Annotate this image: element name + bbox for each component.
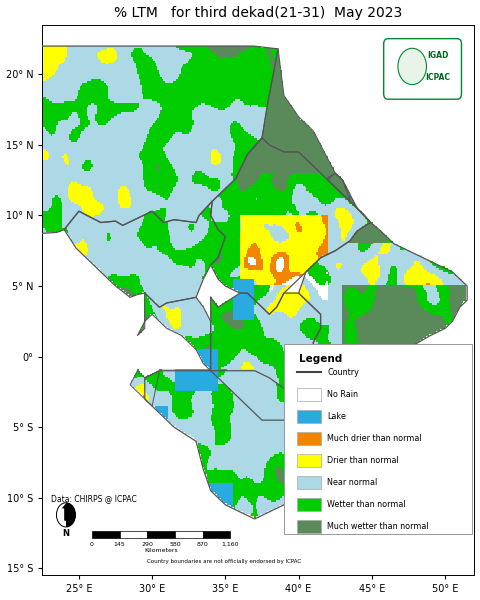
Text: Near normal: Near normal <box>327 478 378 487</box>
Text: ICPAC: ICPAC <box>425 73 450 82</box>
Bar <box>147 532 175 538</box>
Bar <box>175 532 203 538</box>
Text: Much wetter than normal: Much wetter than normal <box>327 522 429 531</box>
Text: 290: 290 <box>141 542 153 547</box>
Bar <box>297 454 321 467</box>
FancyBboxPatch shape <box>384 38 461 99</box>
Bar <box>203 532 230 538</box>
Text: N: N <box>62 529 70 538</box>
Text: Data: CHIRPS @ ICPAC: Data: CHIRPS @ ICPAC <box>51 494 137 503</box>
Text: Country boundaries are not officially endorsed by ICPAC: Country boundaries are not officially en… <box>147 559 301 565</box>
Bar <box>297 388 321 401</box>
Text: Much drier than normal: Much drier than normal <box>327 434 422 443</box>
FancyBboxPatch shape <box>284 344 472 534</box>
Wedge shape <box>66 503 75 527</box>
Text: Lake: Lake <box>327 412 347 421</box>
Text: 145: 145 <box>114 542 125 547</box>
Bar <box>297 476 321 489</box>
Circle shape <box>398 48 426 85</box>
Bar <box>120 532 147 538</box>
Bar <box>297 432 321 445</box>
Text: Country: Country <box>327 368 360 377</box>
Text: 580: 580 <box>169 542 180 547</box>
Bar <box>92 532 120 538</box>
Bar <box>297 498 321 511</box>
Text: Kilometers: Kilometers <box>144 548 178 553</box>
Polygon shape <box>42 25 474 575</box>
Text: Drier than normal: Drier than normal <box>327 456 399 465</box>
Text: 0: 0 <box>90 542 94 547</box>
Text: Legend: Legend <box>300 353 343 364</box>
Text: 1,160: 1,160 <box>221 542 239 547</box>
Text: Wetter than normal: Wetter than normal <box>327 500 406 509</box>
Bar <box>297 520 321 533</box>
Bar <box>297 410 321 423</box>
Text: IGAD: IGAD <box>427 51 448 60</box>
Text: 870: 870 <box>197 542 208 547</box>
Title: % LTM   for third dekad(21-31)  May 2023: % LTM for third dekad(21-31) May 2023 <box>114 5 402 20</box>
Text: No Rain: No Rain <box>327 390 359 399</box>
